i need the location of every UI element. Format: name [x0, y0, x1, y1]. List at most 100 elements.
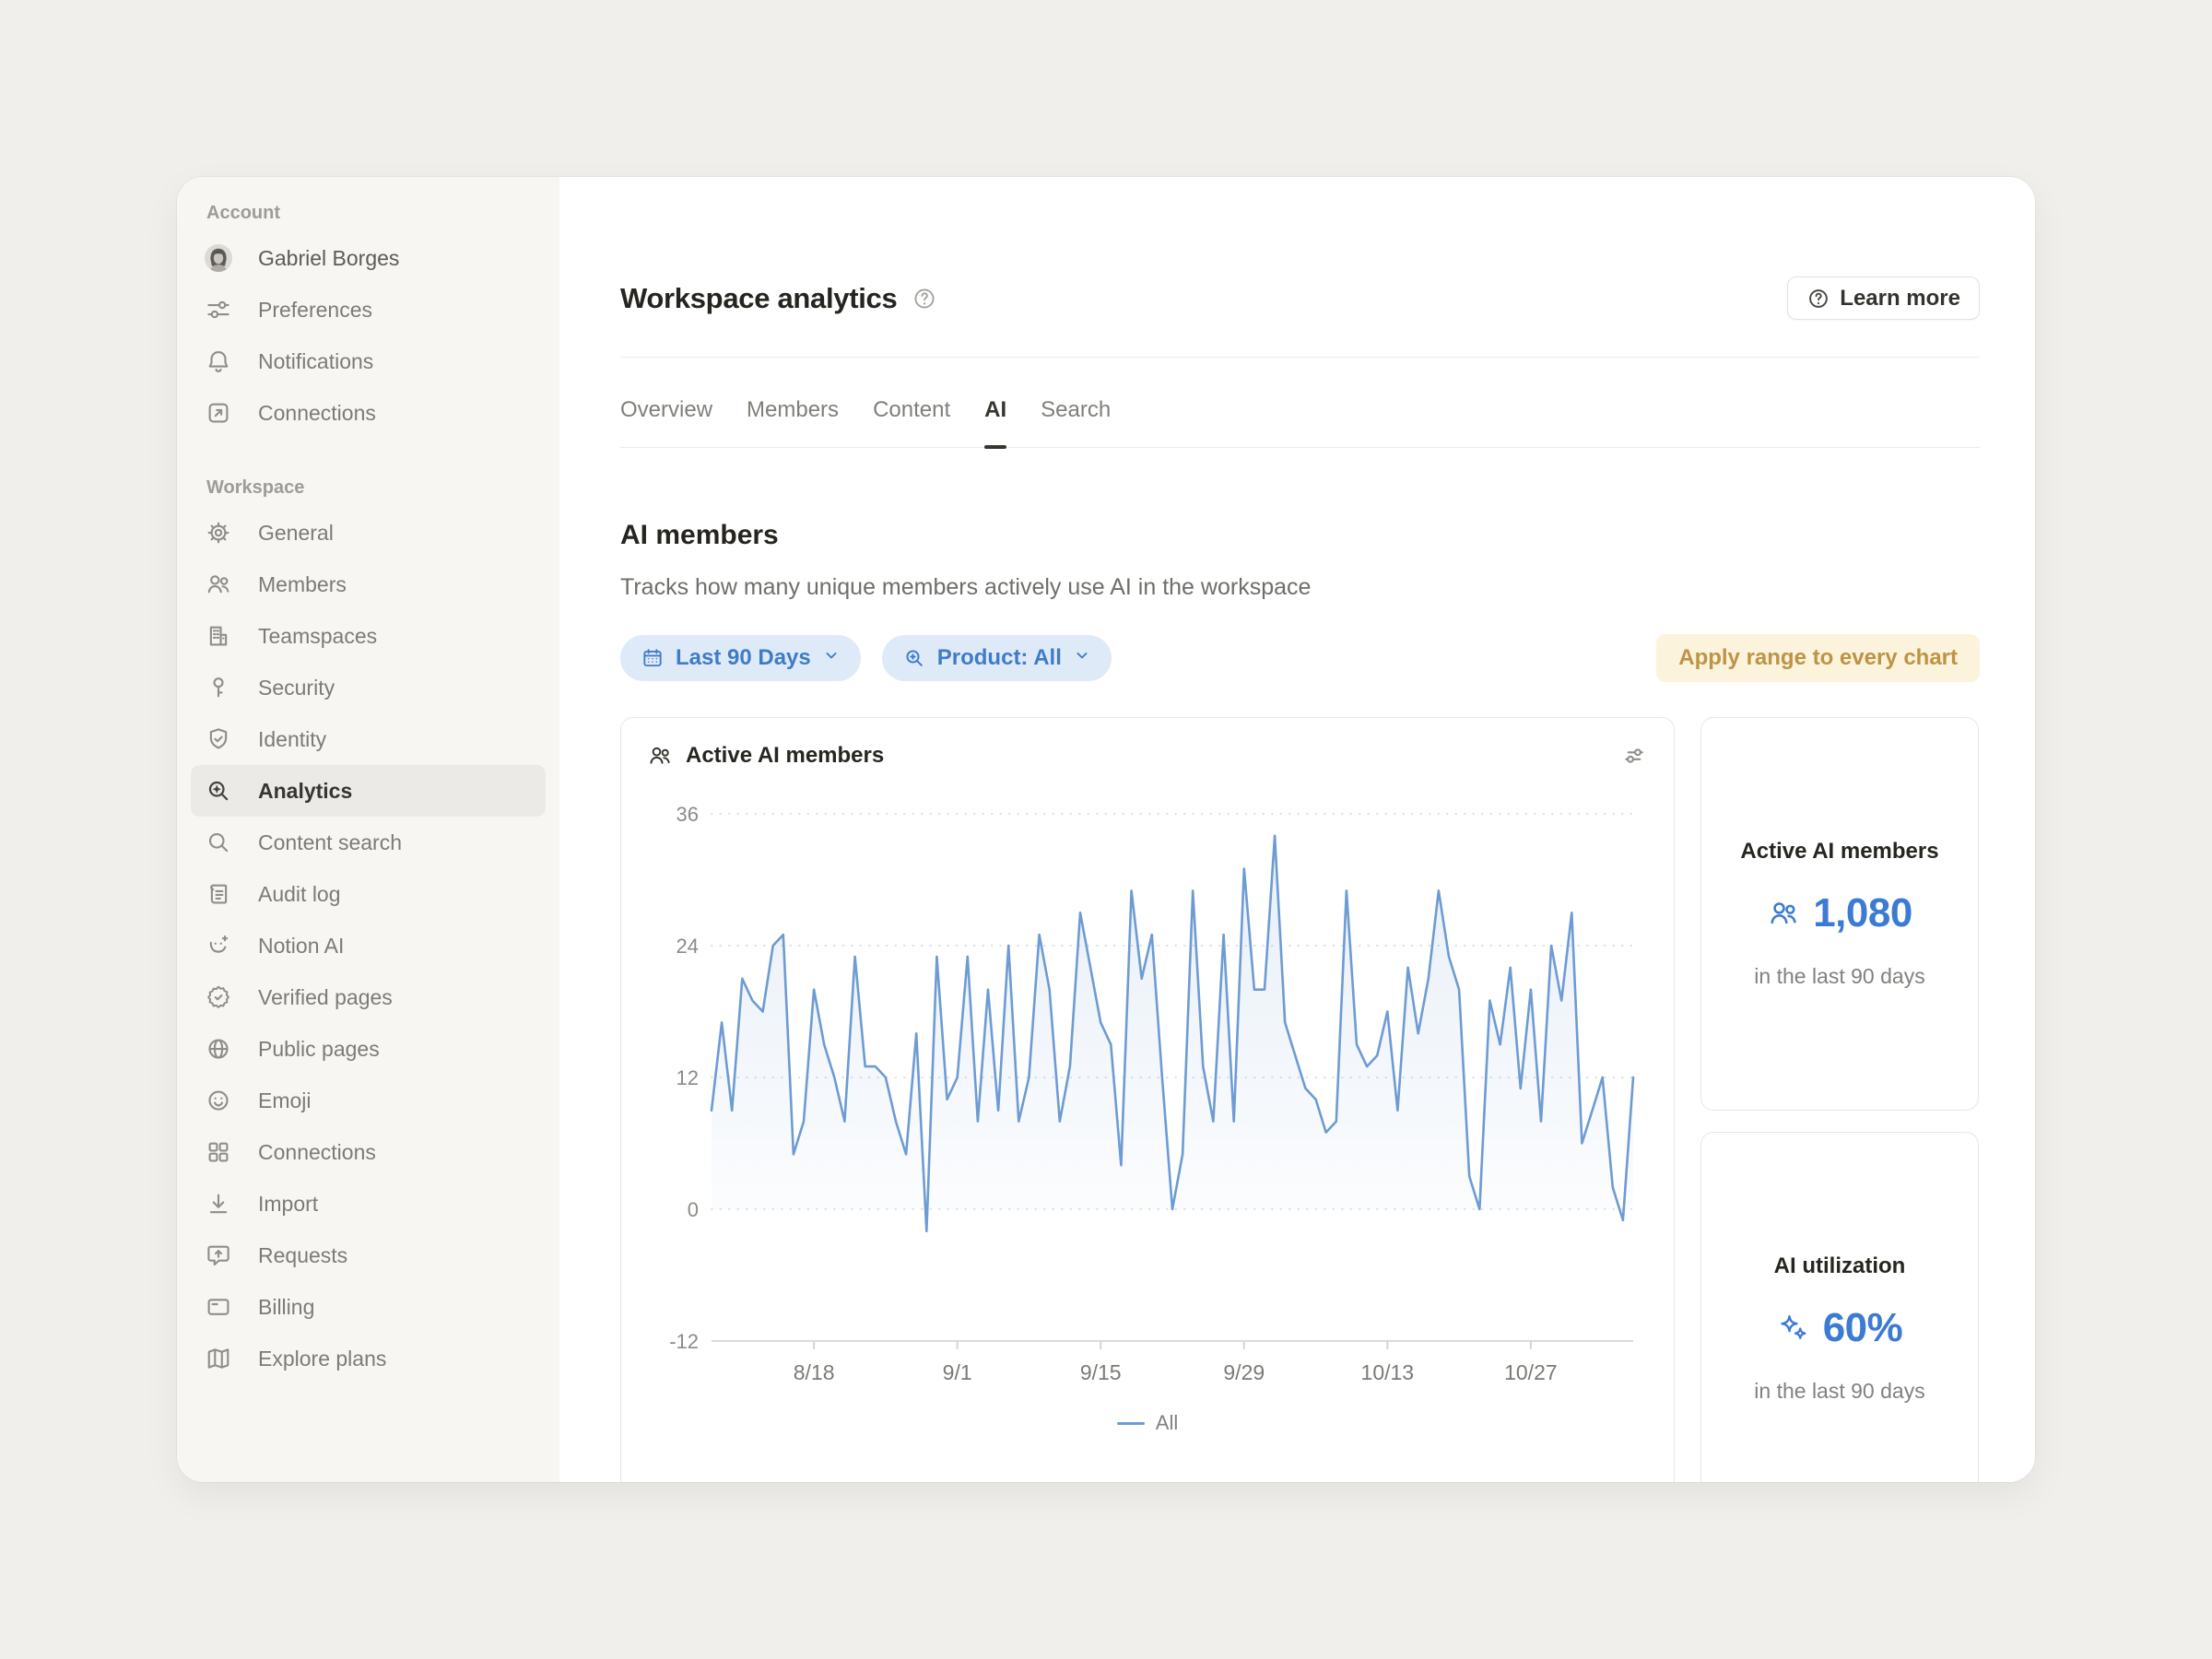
- active-ai-members-stat-card: Active AI members 1,080 in the last 90 d…: [1700, 717, 1979, 1111]
- magnifier-sparkle-icon: [205, 777, 240, 805]
- people-icon: [650, 747, 670, 764]
- analytics-tabs: Overview Members Content AI Search: [620, 358, 1980, 449]
- sidebar-item-label: Notifications: [258, 348, 374, 373]
- sidebar-item-label: Connections: [258, 1139, 376, 1164]
- svg-text:9/15: 9/15: [1080, 1360, 1122, 1384]
- shield-check-icon: [205, 725, 240, 753]
- sidebar-item-notifications[interactable]: Notifications: [191, 335, 546, 387]
- sidebar-item-billing[interactable]: Billing: [191, 1281, 546, 1333]
- svg-text:8/18: 8/18: [794, 1360, 835, 1384]
- product-filter[interactable]: Product: All: [881, 635, 1112, 681]
- sidebar-item-members[interactable]: Members: [191, 559, 546, 610]
- sidebar-item-analytics[interactable]: Analytics: [191, 765, 546, 817]
- chart-legend-all[interactable]: All: [647, 1411, 1648, 1435]
- tab-members[interactable]: Members: [747, 397, 840, 422]
- svg-text:10/13: 10/13: [1361, 1360, 1415, 1384]
- settings-sidebar: Account Gabriel Borges Prefere: [177, 177, 559, 1482]
- sidebar-item-label: Import: [258, 1191, 319, 1216]
- sidebar-item-emoji[interactable]: Emoji: [191, 1075, 546, 1126]
- product-filter-label: Product: All: [936, 645, 1062, 670]
- sidebar-item-account-user[interactable]: Gabriel Borges: [191, 232, 546, 284]
- svg-text:36: 36: [677, 803, 699, 826]
- globe-icon: [205, 1035, 240, 1063]
- grid-icon: [205, 1138, 240, 1166]
- sidebar-item-label: Verified pages: [258, 984, 393, 1009]
- sidebar-item-label: Requests: [258, 1242, 348, 1267]
- chart-title: Active AI members: [686, 743, 885, 768]
- sidebar-item-label: Analytics: [258, 778, 353, 803]
- document-lines-icon: [205, 880, 240, 908]
- people-icon: [205, 571, 240, 598]
- sidebar-item-label: Content search: [258, 830, 402, 854]
- arrow-up-right-square-icon: [205, 399, 240, 427]
- sidebar-item-workspace-connections[interactable]: Connections: [191, 1126, 546, 1178]
- help-circle-icon[interactable]: [912, 286, 937, 312]
- sidebar-item-general[interactable]: General: [191, 507, 546, 559]
- legend-line-swatch: [1116, 1421, 1145, 1425]
- bell-icon: [205, 347, 240, 375]
- ai-face-icon: [205, 932, 240, 959]
- sidebar-item-explore-plans[interactable]: Explore plans: [191, 1333, 546, 1384]
- sidebar-item-account-connections[interactable]: Connections: [191, 387, 546, 439]
- sidebar-item-import[interactable]: Import: [191, 1178, 546, 1230]
- magnifier-icon: [205, 829, 240, 856]
- sidebar-item-label: Public pages: [258, 1036, 380, 1061]
- smiley-icon: [205, 1087, 240, 1114]
- stat-title: AI utilization: [1773, 1253, 1906, 1278]
- badge-check-icon: [205, 983, 240, 1011]
- stat-caption: in the last 90 days: [1754, 1379, 1925, 1403]
- tab-ai[interactable]: AI: [984, 397, 1007, 449]
- sidebar-item-audit-log[interactable]: Audit log: [191, 868, 546, 920]
- magnifier-plus-icon: [906, 650, 923, 666]
- chevron-down-icon: [822, 645, 841, 671]
- sidebar-section-workspace: Workspace: [206, 477, 305, 498]
- svg-text:9/1: 9/1: [943, 1360, 972, 1384]
- sidebar-item-notion-ai[interactable]: Notion AI: [191, 920, 546, 971]
- apply-range-button[interactable]: Apply range to every chart: [1656, 634, 1980, 682]
- sidebar-item-label: Explore plans: [258, 1346, 387, 1371]
- key-icon: [205, 674, 240, 701]
- stat-value: 60%: [1822, 1305, 1903, 1350]
- sidebar-item-requests[interactable]: Requests: [191, 1230, 546, 1281]
- download-icon: [205, 1190, 240, 1218]
- sidebar-item-label: Identity: [258, 726, 327, 751]
- learn-more-button[interactable]: Learn more: [1787, 276, 1980, 320]
- svg-text:24: 24: [677, 935, 699, 958]
- sidebar-item-label: Connections: [258, 400, 376, 425]
- sidebar-item-label: Teamspaces: [258, 623, 378, 648]
- sidebar-item-preferences[interactable]: Preferences: [191, 284, 546, 335]
- filter-row: Last 90 Days Product: All: [620, 634, 1980, 682]
- sidebar-item-label: Notion AI: [258, 933, 345, 958]
- page-title: Workspace analytics: [620, 281, 898, 314]
- legend-label: All: [1155, 1411, 1179, 1434]
- sidebar-item-content-search[interactable]: Content search: [191, 817, 546, 868]
- svg-text:-12: -12: [669, 1330, 699, 1353]
- sidebar-item-identity[interactable]: Identity: [191, 713, 546, 765]
- chevron-down-icon: [1073, 645, 1091, 671]
- ai-members-chart: 36 24 12 0 -12 8/18 9/1 9/15 9/29 10/13 10/27: [669, 803, 1635, 1384]
- header-divider: [620, 357, 1980, 358]
- ai-utilization-stat-card: AI utilization 60% in the last 90 days: [1700, 1132, 1979, 1482]
- date-range-filter[interactable]: Last 90 Days: [620, 635, 861, 681]
- date-range-label: Last 90 Days: [676, 645, 811, 670]
- learn-more-label: Learn more: [1840, 285, 1960, 311]
- help-circle-icon: [1809, 288, 1829, 308]
- sidebar-item-label: Preferences: [258, 297, 373, 322]
- sidebar-item-public-pages[interactable]: Public pages: [191, 1023, 546, 1075]
- map-icon: [205, 1345, 240, 1372]
- sliders-icon: [205, 296, 240, 324]
- svg-text:9/29: 9/29: [1223, 1360, 1265, 1384]
- gear-icon: [205, 519, 240, 547]
- chart-options-icon[interactable]: [1620, 742, 1648, 770]
- tab-overview[interactable]: Overview: [620, 397, 713, 422]
- sidebar-item-verified-pages[interactable]: Verified pages: [191, 971, 546, 1023]
- page-header: Workspace analytics Learn more: [620, 276, 1980, 320]
- stat-value: 1,080: [1813, 890, 1912, 935]
- avatar: [205, 244, 240, 272]
- sidebar-item-security[interactable]: Security: [191, 662, 546, 713]
- calendar-icon: [643, 649, 662, 667]
- sidebar-item-teamspaces[interactable]: Teamspaces: [191, 610, 546, 662]
- tab-search[interactable]: Search: [1041, 397, 1112, 422]
- svg-text:10/27: 10/27: [1504, 1360, 1558, 1384]
- tab-content[interactable]: Content: [873, 397, 951, 422]
